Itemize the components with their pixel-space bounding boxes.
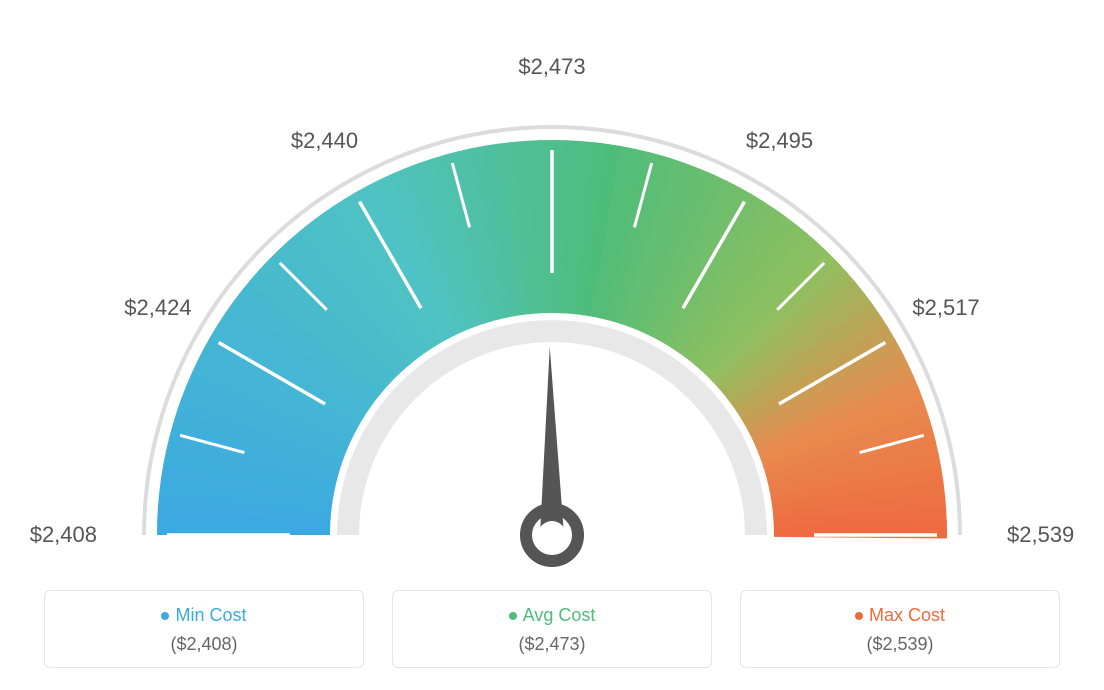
gauge-tick-label: $2,440	[291, 128, 358, 154]
legend-value-min: ($2,408)	[55, 634, 353, 655]
gauge-tick-label: $2,408	[30, 522, 97, 548]
gauge-chart: $2,408 $2,424 $2,440 $2,473 $2,495 $2,517 $2,5…	[0, 0, 1104, 570]
legend-dot-max	[855, 612, 863, 620]
legend-dot-avg	[509, 612, 517, 620]
legend-label-avg: Avg Cost	[523, 605, 596, 625]
gauge-tick-label: $2,495	[746, 128, 813, 154]
legend-row: Min Cost ($2,408) Avg Cost ($2,473) Max …	[0, 590, 1104, 668]
legend-card-avg: Avg Cost ($2,473)	[392, 590, 712, 668]
gauge-tick-label: $2,517	[912, 295, 979, 321]
legend-value-avg: ($2,473)	[403, 634, 701, 655]
legend-dot-min	[161, 612, 169, 620]
legend-label-min: Min Cost	[175, 605, 246, 625]
gauge-tick-label: $2,473	[518, 54, 585, 80]
gauge-svg	[52, 30, 1052, 590]
legend-title-avg: Avg Cost	[403, 605, 701, 626]
legend-value-max: ($2,539)	[751, 634, 1049, 655]
gauge-tick-label: $2,424	[124, 295, 191, 321]
legend-title-min: Min Cost	[55, 605, 353, 626]
legend-card-max: Max Cost ($2,539)	[740, 590, 1060, 668]
legend-label-max: Max Cost	[869, 605, 945, 625]
legend-card-min: Min Cost ($2,408)	[44, 590, 364, 668]
gauge-tick-label: $2,539	[1007, 522, 1074, 548]
legend-title-max: Max Cost	[751, 605, 1049, 626]
